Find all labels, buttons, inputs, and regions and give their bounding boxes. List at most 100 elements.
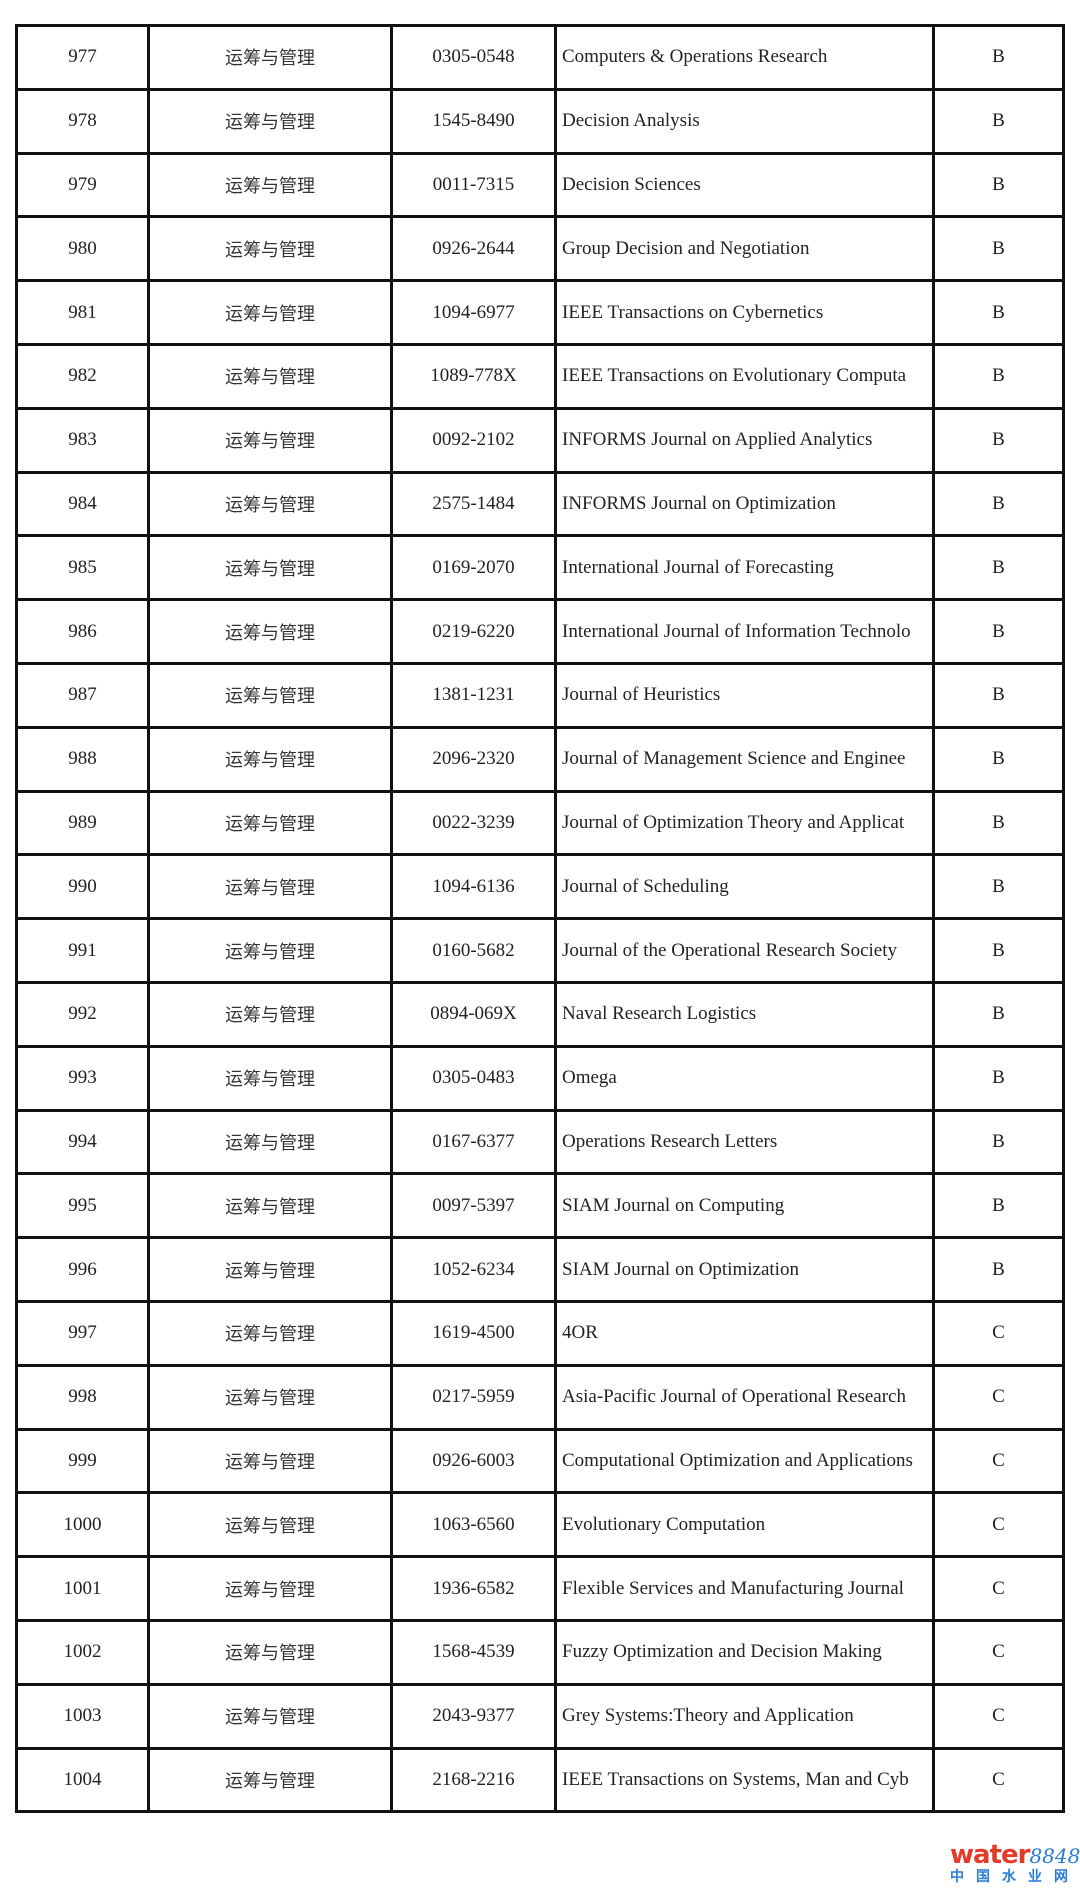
table-row: 1003 运筹与管理 2043-9377 Grey Systems:Theory an… bbox=[15, 1682, 1065, 1750]
table-row: 990 运筹与管理 1094-6136 Journal of Scheduling B bbox=[15, 853, 1065, 921]
table-row: 982 运筹与管理 1089-778X IEEE Transactions on Ev… bbox=[15, 342, 1065, 410]
grade-cell: B bbox=[932, 789, 1065, 857]
table-row: 1004 运筹与管理 2168-2216 IEEE Transactions on S… bbox=[15, 1746, 1065, 1814]
grade-cell: B bbox=[932, 151, 1065, 219]
grade-cell: B bbox=[932, 534, 1065, 602]
row-number: 996 bbox=[15, 1236, 150, 1303]
journal-title-cell: Grey Systems:Theory and Application bbox=[554, 1682, 935, 1750]
journal-title-cell: Group Decision and Negotiation bbox=[554, 215, 935, 283]
grade-cell: B bbox=[932, 1236, 1065, 1303]
row-number: 981 bbox=[15, 279, 150, 346]
grade-cell: B bbox=[932, 1172, 1065, 1240]
table-row: 984 运筹与管理 2575-1484 INFORMS Journal on Opti… bbox=[15, 470, 1065, 538]
table-row: 983 运筹与管理 0092-2102 INFORMS Journal on Appl… bbox=[15, 406, 1065, 474]
field-cell: 运筹与管理 bbox=[147, 1172, 393, 1240]
grade-cell: B bbox=[932, 598, 1065, 665]
issn-cell: 1094-6977 bbox=[390, 279, 557, 346]
field-cell: 运筹与管理 bbox=[147, 1363, 393, 1431]
field-cell: 运筹与管理 bbox=[147, 1236, 393, 1303]
field-cell: 运筹与管理 bbox=[147, 1427, 393, 1495]
field-cell: 运筹与管理 bbox=[147, 534, 393, 602]
issn-cell: 1545-8490 bbox=[390, 87, 557, 155]
row-number: 995 bbox=[15, 1172, 150, 1240]
issn-cell: 1936-6582 bbox=[390, 1555, 557, 1622]
journal-title-cell: Fuzzy Optimization and Decision Making bbox=[554, 1618, 935, 1686]
grade-cell: B bbox=[932, 1044, 1065, 1112]
issn-cell: 1094-6136 bbox=[390, 853, 557, 921]
row-number: 986 bbox=[15, 598, 150, 665]
row-number: 994 bbox=[15, 1108, 150, 1176]
journal-title-cell: Decision Sciences bbox=[554, 151, 935, 219]
row-number: 999 bbox=[15, 1427, 150, 1495]
issn-cell: 0217-5959 bbox=[390, 1363, 557, 1431]
issn-cell: 0305-0548 bbox=[390, 24, 557, 91]
row-number: 979 bbox=[15, 151, 150, 219]
field-cell: 运筹与管理 bbox=[147, 1746, 393, 1814]
grade-cell: C bbox=[932, 1746, 1065, 1814]
journal-title-cell: Journal of the Operational Research Soci… bbox=[554, 917, 935, 984]
issn-cell: 2168-2216 bbox=[390, 1746, 557, 1814]
table-row: 1000 运筹与管理 1063-6560 Evolutionary Computati… bbox=[15, 1491, 1065, 1559]
watermark-brand: water bbox=[950, 1840, 1030, 1870]
journal-table: 977 运筹与管理 0305-0548 Computers & Operations … bbox=[15, 24, 1065, 1814]
table-row: 994 运筹与管理 0167-6377 Operations Research Let… bbox=[15, 1108, 1065, 1176]
row-number: 987 bbox=[15, 661, 150, 729]
grade-cell: C bbox=[932, 1363, 1065, 1431]
field-cell: 运筹与管理 bbox=[147, 853, 393, 921]
table-row: 987 运筹与管理 1381-1231 Journal of Heuristics B bbox=[15, 661, 1065, 729]
field-cell: 运筹与管理 bbox=[147, 1682, 393, 1750]
table-row: 997 运筹与管理 1619-4500 4OR C bbox=[15, 1299, 1065, 1367]
grade-cell: B bbox=[932, 279, 1065, 346]
journal-title-cell: IEEE Transactions on Evolutionary Comput… bbox=[554, 342, 935, 410]
journal-title-cell: Operations Research Letters bbox=[554, 1108, 935, 1176]
row-number: 989 bbox=[15, 789, 150, 857]
issn-cell: 0926-2644 bbox=[390, 215, 557, 283]
field-cell: 运筹与管理 bbox=[147, 342, 393, 410]
issn-cell: 1063-6560 bbox=[390, 1491, 557, 1559]
journal-title-cell: Journal of Scheduling bbox=[554, 853, 935, 921]
journal-title-cell: IEEE Transactions on Systems, Man and Cy… bbox=[554, 1746, 935, 1814]
row-number: 997 bbox=[15, 1299, 150, 1367]
issn-cell: 0894-069X bbox=[390, 980, 557, 1048]
table-row: 1001 运筹与管理 1936-6582 Flexible Services and … bbox=[15, 1555, 1065, 1622]
journal-title-cell: 4OR bbox=[554, 1299, 935, 1367]
table-row: 977 运筹与管理 0305-0548 Computers & Operations … bbox=[15, 24, 1065, 91]
issn-cell: 0219-6220 bbox=[390, 598, 557, 665]
table-row: 979 运筹与管理 0011-7315 Decision Sciences B bbox=[15, 151, 1065, 219]
watermark-cn: 中国水业网 bbox=[950, 1869, 1080, 1885]
journal-title-cell: INFORMS Journal on Applied Analytics bbox=[554, 406, 935, 474]
grade-cell: B bbox=[932, 853, 1065, 921]
row-number: 992 bbox=[15, 980, 150, 1048]
journal-title-cell: Journal of Management Science and Engine… bbox=[554, 725, 935, 793]
table-row: 998 运筹与管理 0217-5959 Asia-Pacific Journal of… bbox=[15, 1363, 1065, 1431]
row-number: 978 bbox=[15, 87, 150, 155]
row-number: 990 bbox=[15, 853, 150, 921]
issn-cell: 0022-3239 bbox=[390, 789, 557, 857]
field-cell: 运筹与管理 bbox=[147, 215, 393, 283]
row-number: 991 bbox=[15, 917, 150, 984]
table-row: 980 运筹与管理 0926-2644 Group Decision and Nego… bbox=[15, 215, 1065, 283]
field-cell: 运筹与管理 bbox=[147, 24, 393, 91]
table-row: 981 运筹与管理 1094-6977 IEEE Transactions on Cy… bbox=[15, 279, 1065, 346]
grade-cell: C bbox=[932, 1618, 1065, 1686]
table-row: 995 运筹与管理 0097-5397 SIAM Journal on Computi… bbox=[15, 1172, 1065, 1240]
table-row: 1002 运筹与管理 1568-4539 Fuzzy Optimization and… bbox=[15, 1618, 1065, 1686]
journal-title-cell: Computers & Operations Research bbox=[554, 24, 935, 91]
journal-title-cell: Naval Research Logistics bbox=[554, 980, 935, 1048]
issn-cell: 2575-1484 bbox=[390, 470, 557, 538]
row-number: 1000 bbox=[15, 1491, 150, 1559]
journal-title-cell: IEEE Transactions on Cybernetics bbox=[554, 279, 935, 346]
grade-cell: C bbox=[932, 1555, 1065, 1622]
row-number: 1004 bbox=[15, 1746, 150, 1814]
field-cell: 运筹与管理 bbox=[147, 661, 393, 729]
journal-title-cell: Journal of Optimization Theory and Appli… bbox=[554, 789, 935, 857]
row-number: 977 bbox=[15, 24, 150, 91]
row-number: 993 bbox=[15, 1044, 150, 1112]
grade-cell: C bbox=[932, 1427, 1065, 1495]
issn-cell: 2043-9377 bbox=[390, 1682, 557, 1750]
issn-cell: 1052-6234 bbox=[390, 1236, 557, 1303]
field-cell: 运筹与管理 bbox=[147, 151, 393, 219]
field-cell: 运筹与管理 bbox=[147, 1044, 393, 1112]
issn-cell: 1089-778X bbox=[390, 342, 557, 410]
field-cell: 运筹与管理 bbox=[147, 1299, 393, 1367]
